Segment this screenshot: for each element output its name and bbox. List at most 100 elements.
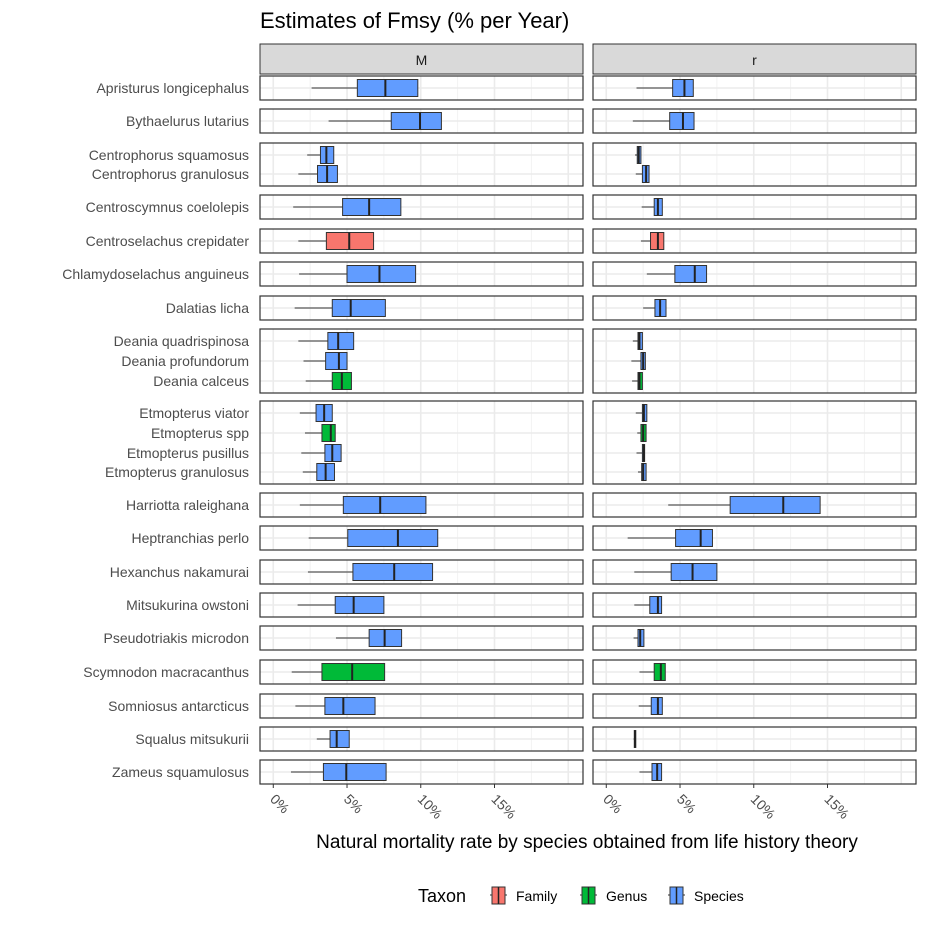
panel-border: [259, 261, 584, 287]
box-M: [335, 629, 403, 647]
x-tick-label: 0%: [267, 791, 293, 817]
x-axis-label: Natural mortality rate by species obtain…: [316, 832, 858, 853]
facet-panel-r: r 0% 5% 10% 15%: [592, 43, 917, 822]
box: [321, 663, 386, 681]
species-label: Centrophorus granulosus: [92, 166, 249, 182]
chart-title: Estimates of Fmsy (% per Year): [260, 8, 569, 33]
panel-border: [592, 328, 917, 394]
species-label: Deania calceus: [153, 373, 249, 389]
box-M: [295, 697, 376, 715]
box: [324, 697, 376, 715]
facet-strip: [592, 43, 917, 75]
panel-border: [259, 693, 584, 719]
box: [347, 529, 439, 547]
legend-item-species: Species: [668, 886, 744, 905]
species-label: Apristurus longicephalus: [96, 80, 249, 96]
species-label: Bythaelurus lutarius: [126, 113, 249, 129]
species-label: Etmopterus pusillus: [127, 445, 249, 461]
species-labels: Apristurus longicephalus Bythaelurus luta…: [62, 80, 249, 780]
box-M: [303, 352, 348, 370]
box-r: [637, 424, 647, 442]
facet-strip: [259, 43, 584, 75]
box: [670, 563, 718, 581]
box-r: [634, 596, 663, 614]
species-label: Centrophorus squamosus: [89, 147, 249, 163]
group-panel: [259, 592, 584, 618]
box-r: [635, 146, 642, 164]
panel-border: [259, 142, 584, 187]
panel-border: [259, 659, 584, 685]
group-panel: [592, 194, 917, 220]
panel-border: [259, 295, 584, 321]
panel-border: [592, 759, 917, 785]
species-label: Dalatias licha: [166, 300, 249, 316]
panel-border: [259, 400, 584, 485]
box-M: [304, 424, 336, 442]
species-label: Deania quadrispinosa: [114, 333, 250, 349]
box-r: [638, 697, 663, 715]
box: [346, 265, 417, 283]
species-label: Mitsukurina owstoni: [126, 597, 249, 613]
legend-item-genus: Genus: [580, 886, 647, 905]
box-M: [328, 112, 442, 130]
group-panel: [592, 295, 917, 321]
group-panel: [259, 625, 584, 651]
x-tick-label: 0%: [600, 791, 626, 817]
species-label: Etmopterus spp: [151, 425, 249, 441]
panel-border: [592, 295, 917, 321]
x-tick-label: 15%: [488, 791, 519, 822]
box: [342, 198, 402, 216]
legend-item-family: Family: [490, 886, 557, 905]
box-r: [636, 79, 694, 97]
box: [650, 697, 663, 715]
species-label: Somniosus antarcticus: [108, 698, 249, 714]
panel-border: [592, 559, 917, 585]
legend-title: Taxon: [418, 886, 466, 906]
box: [321, 424, 336, 442]
species-label: Harriotta raleighana: [126, 497, 249, 513]
box-M: [307, 563, 434, 581]
species-label: Heptranchias perlo: [131, 530, 249, 546]
x-tick-label: 15%: [821, 791, 852, 822]
box-r: [668, 496, 821, 514]
species-label: Etmopterus viator: [139, 405, 249, 421]
species-label: Zameus squamulosus: [112, 764, 249, 780]
box-M: [290, 763, 387, 781]
box-M: [298, 165, 338, 183]
panel-border: [259, 559, 584, 585]
group-panel: [592, 726, 917, 752]
species-label: Centroselachus crepidater: [86, 233, 250, 249]
legend-label: Species: [694, 888, 744, 904]
species-label: Chlamydoselachus anguineus: [62, 266, 249, 282]
box-M: [305, 372, 352, 390]
box-M: [293, 198, 402, 216]
panel-border: [259, 759, 584, 785]
legend-label: Family: [516, 888, 557, 904]
panel-border: [592, 400, 917, 485]
group-panel: [259, 659, 584, 685]
legend: Taxon Family Genus Species: [418, 886, 744, 906]
panel-border: [259, 328, 584, 394]
facet-panel-M: M 0% 5% 10% 15%: [259, 43, 584, 822]
box: [331, 299, 386, 317]
group-panel: [592, 142, 917, 187]
x-tick-label: 5%: [674, 791, 700, 817]
panel-border: [592, 75, 917, 101]
panel-border: [259, 525, 584, 551]
species-label: Etmopterus granulosus: [105, 464, 249, 480]
box-r: [631, 352, 646, 370]
box-M: [301, 444, 342, 462]
panel-border: [592, 592, 917, 618]
box-r: [639, 663, 666, 681]
box: [325, 352, 348, 370]
panel-border: [259, 726, 584, 752]
panel-border: [592, 194, 917, 220]
box-r: [639, 763, 663, 781]
x-tick-label: 5%: [341, 791, 367, 817]
box-r: [635, 165, 650, 183]
panel-border: [592, 625, 917, 651]
facet-panels: M 0% 5% 10% 15% r 0% 5% 10% 15%: [259, 43, 917, 822]
facet-strip-label: M: [416, 52, 428, 68]
